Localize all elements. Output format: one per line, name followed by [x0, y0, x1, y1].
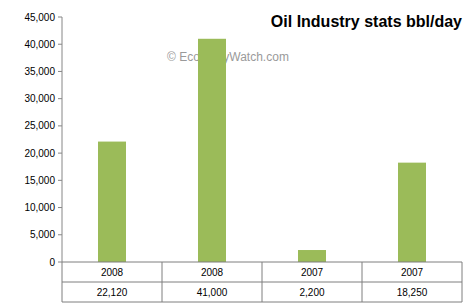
y-tick-label: 40,000 — [24, 39, 55, 50]
y-tick — [58, 262, 62, 263]
bar — [398, 163, 426, 262]
y-tick — [58, 207, 62, 208]
y-tick-label: 35,000 — [24, 66, 55, 77]
title: Oil Industry stats bbl/day — [271, 13, 462, 30]
y-tick — [58, 71, 62, 72]
y-tick-label: 15,000 — [24, 175, 55, 186]
bar — [198, 39, 226, 262]
x-tick-label: 2007 — [301, 267, 324, 278]
data-label: 18,250 — [397, 287, 428, 298]
bars — [98, 39, 426, 262]
table-col-line — [462, 262, 463, 302]
annotation: © EconomyWatch.com — [167, 50, 289, 64]
y-tick — [58, 17, 62, 18]
y-tick — [58, 98, 62, 99]
y-axis-ticks: 0 5,000 10,000 15,000 20,000 25,000 30,000 35,0… — [24, 12, 62, 268]
x-tick-label: 2008 — [101, 267, 124, 278]
y-tick-label: 5,000 — [30, 229, 55, 240]
bar — [298, 250, 326, 262]
bar — [98, 142, 126, 262]
page: {"chart_data": {"type": "bar", "title": … — [0, 0, 472, 308]
y-tick — [58, 234, 62, 235]
y-tick-label: 10,000 — [24, 202, 55, 213]
data-label: 41,000 — [197, 287, 228, 298]
chart-container: Oil Industry stats bbl/day © EconomyWatch… — [0, 0, 472, 308]
y-tick — [58, 125, 62, 126]
y-tick — [58, 153, 62, 154]
table-col-line — [62, 262, 63, 302]
y-tick-label: 20,000 — [24, 148, 55, 159]
y-tick-label: 25,000 — [24, 120, 55, 131]
data-label: 2,200 — [299, 287, 324, 298]
table-col-line — [262, 262, 263, 302]
x-tick-label: 2008 — [201, 267, 224, 278]
y-axis-line — [62, 17, 63, 262]
y-tick — [58, 180, 62, 181]
x-tick-label: 2007 — [401, 267, 424, 278]
y-tick-label: 30,000 — [24, 93, 55, 104]
y-tick-label: 0 — [49, 257, 55, 268]
y-tick-label: 45,000 — [24, 12, 55, 23]
table-col-line — [162, 262, 163, 302]
chart-svg: Oil Industry stats bbl/day © EconomyWatch… — [0, 0, 472, 308]
data-label: 22,120 — [97, 287, 128, 298]
table-col-line — [362, 262, 363, 302]
data-table: 2008 2008 2007 2007 22,120 41,000 2,200 18,250 — [62, 262, 462, 302]
y-tick — [58, 44, 62, 45]
